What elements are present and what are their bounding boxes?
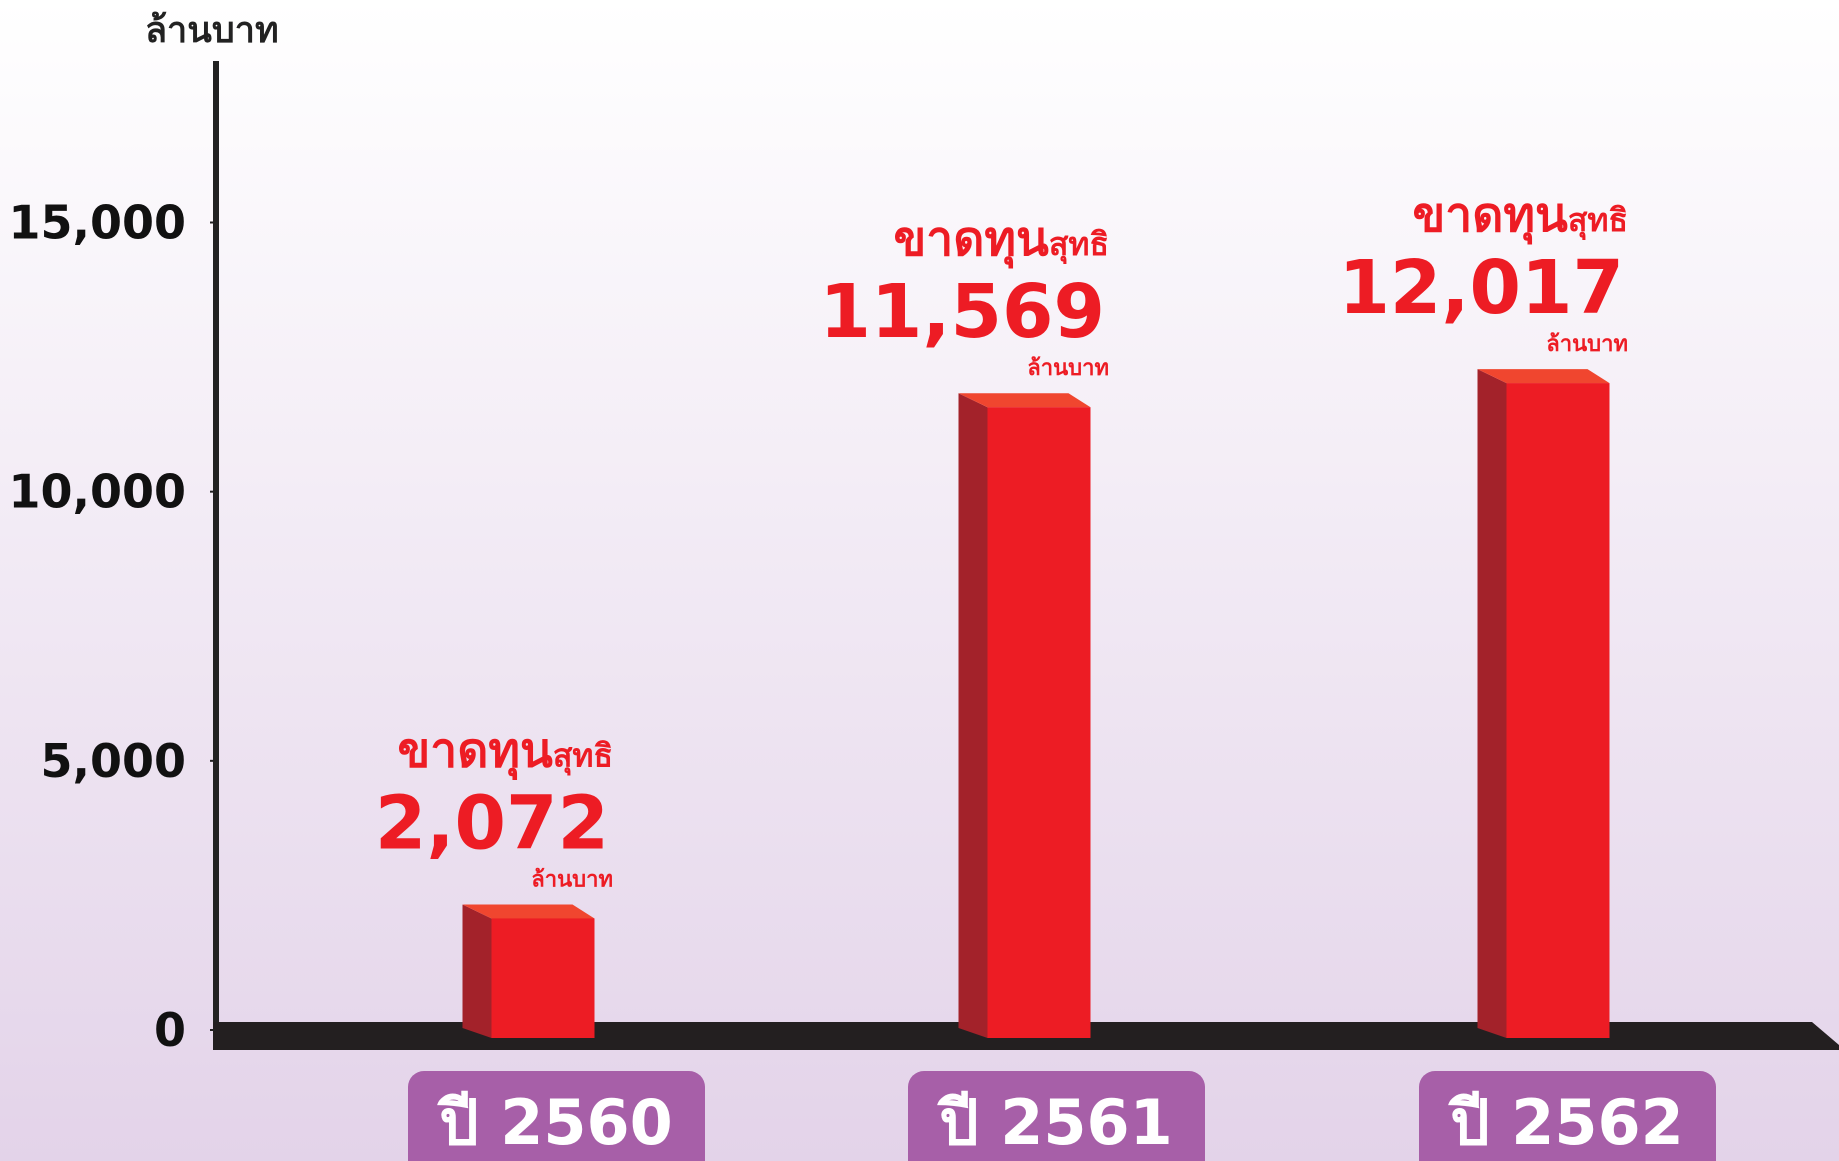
- value-label: 12,017: [1338, 245, 1624, 331]
- chart: ล้านบาท 05,00010,00015,000ขาดทุนสุทธิ2,0…: [0, 0, 1839, 1161]
- bar: [988, 407, 1091, 1038]
- y-axis-label: ล้านบาท: [145, 10, 279, 51]
- annotation-sub: สุทธิ: [1049, 225, 1109, 265]
- y-tick-label: 0: [154, 1003, 186, 1057]
- x-tick-label: ปี 2561: [937, 1086, 1173, 1159]
- y-tick-label: 10,000: [8, 465, 186, 519]
- bar-side: [959, 393, 988, 1038]
- y-tick-label: 5,000: [40, 734, 186, 788]
- x-tick-label: ปี 2560: [437, 1086, 673, 1159]
- y-tick-label: 15,000: [8, 196, 186, 250]
- value-unit: ล้านบาท: [1027, 356, 1109, 381]
- bar-side: [463, 904, 492, 1038]
- annotation-sub: สุทธิ: [1568, 201, 1628, 241]
- x-tick-label: ปี 2562: [1448, 1086, 1684, 1159]
- value-unit: ล้านบาท: [1546, 332, 1628, 357]
- value-unit: ล้านบาท: [531, 867, 613, 892]
- annotation-main: ขาดทุน: [1412, 187, 1568, 245]
- value-label: 2,072: [375, 780, 609, 866]
- bar: [492, 918, 595, 1038]
- annotation-main: ขาดทุน: [893, 211, 1049, 269]
- value-label: 11,569: [819, 269, 1105, 355]
- annotation-main: ขาดทุน: [397, 722, 553, 780]
- bar: [1507, 383, 1610, 1038]
- annotation-sub: สุทธิ: [553, 736, 613, 776]
- bar-side: [1478, 369, 1507, 1038]
